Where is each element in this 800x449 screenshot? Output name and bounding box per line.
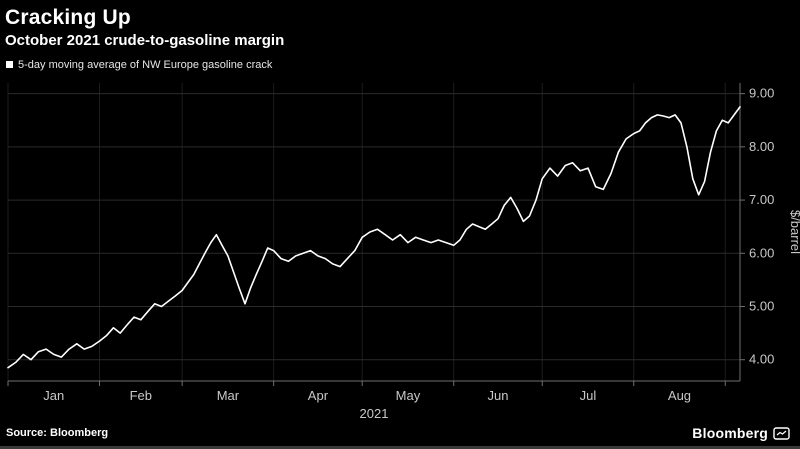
y-tick-label: 7.00 xyxy=(749,192,774,207)
legend: 5-day moving average of NW Europe gasoli… xyxy=(0,51,800,72)
x-tick-label: Aug xyxy=(668,388,691,403)
y-tick-label: 6.00 xyxy=(749,245,774,260)
bloomberg-wordmark: Bloomberg xyxy=(692,425,768,441)
plot-area: 4.00 5.00 6.00 7.00 8.00 9.00 Jan Feb Mar Apr May J… xyxy=(0,71,800,424)
legend-swatch-icon xyxy=(6,61,13,68)
x-axis-year-label: 2021 xyxy=(360,406,389,421)
chart-title: Cracking Up xyxy=(5,6,131,29)
y-tick-label: 9.00 xyxy=(749,86,774,101)
legend-label: 5-day moving average of NW Europe gasoli… xyxy=(18,58,273,71)
y-tick-label: 4.00 xyxy=(749,352,774,367)
chart-canvas: 4.00 5.00 6.00 7.00 8.00 9.00 Jan Feb Mar Apr May J… xyxy=(7,83,800,421)
y-tick-label: 8.00 xyxy=(749,139,774,154)
y-axis-title: $/barrel xyxy=(788,210,800,254)
footer: Source: Bloomberg Bloomberg xyxy=(0,425,800,443)
x-tick-label: Jan xyxy=(43,388,64,403)
series-line xyxy=(7,106,741,369)
source-credit: Source: Bloomberg xyxy=(6,427,109,439)
bloomberg-terminal-icon xyxy=(773,426,790,440)
x-tick-label: Mar xyxy=(217,388,240,403)
y-tick-label: 5.00 xyxy=(749,299,774,314)
chart-header: Cracking Up October 2021 crude-to-gasoli… xyxy=(0,0,800,51)
chart-subtitle: October 2021 crude-to-gasoline margin xyxy=(5,32,285,49)
x-tick-label: Jul xyxy=(580,388,597,403)
x-tick-label: Jun xyxy=(487,388,508,403)
x-tick-label: May xyxy=(396,388,421,403)
x-tick-label: Apr xyxy=(308,388,329,403)
x-tick-label: Feb xyxy=(130,388,152,403)
bloomberg-logo: Bloomberg xyxy=(692,425,790,441)
